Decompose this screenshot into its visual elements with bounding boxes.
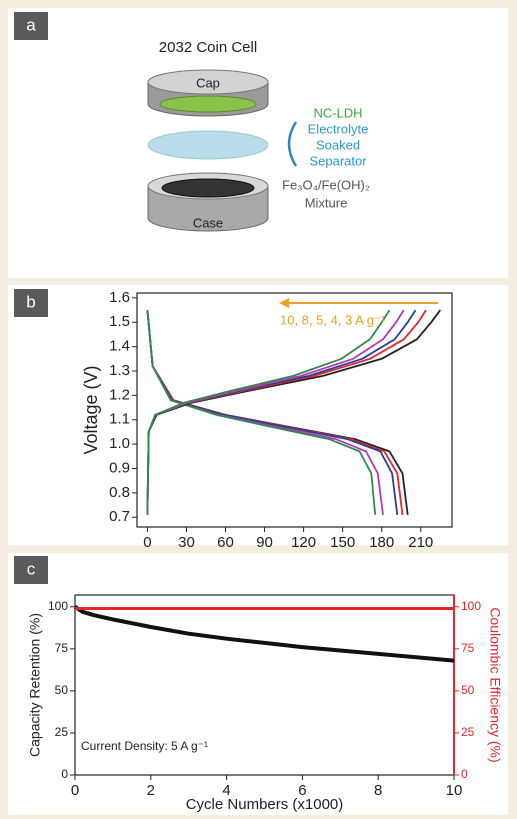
- panel-label: a: [26, 15, 36, 34]
- cap-label: Cap: [196, 75, 220, 90]
- diagram-title: 2032 Coin Cell: [159, 39, 257, 56]
- y2-tick-label: 0: [461, 767, 468, 781]
- diagram-label: NC-LDH: [313, 105, 362, 120]
- y-tick-label: 1.6: [109, 289, 130, 306]
- panel-c: [8, 553, 508, 815]
- diagram-label: Soaked: [316, 137, 360, 152]
- y-tick-label: 0: [61, 767, 68, 781]
- diagram-label: Separator: [309, 153, 367, 168]
- y-tick-label: 1.4: [109, 338, 130, 355]
- y-tick-label: 1.3: [109, 362, 130, 379]
- separator: [148, 131, 268, 159]
- x-tick-label: 30: [178, 534, 195, 551]
- case-label: Case: [193, 215, 223, 230]
- y2-tick-label: 25: [461, 725, 475, 739]
- y-axis-label: Voltage (V): [81, 365, 101, 454]
- y-tick-label: 1.5: [109, 313, 130, 330]
- x-tick-label: 150: [330, 534, 355, 551]
- diagram-label: Fe₃O₄/Fe(OH)₂: [282, 177, 370, 192]
- y-tick-label: 1.1: [109, 411, 130, 428]
- y-tick-label: 100: [48, 599, 68, 613]
- x-axis-label: Cycle Numbers (x1000): [186, 796, 344, 813]
- x-tick-label: 60: [217, 534, 234, 551]
- y-tick-label: 1.2: [109, 386, 130, 403]
- x-tick-label: 0: [71, 782, 79, 799]
- x-tick-label: 210: [408, 534, 433, 551]
- diagram-label: Mixture: [305, 195, 348, 210]
- y-tick-label: 0.9: [109, 459, 130, 476]
- y-tick-label: 0.7: [109, 508, 130, 525]
- x-tick-label: 8: [374, 782, 382, 799]
- x-tick-label: 180: [369, 534, 394, 551]
- y-tick-label: 0.8: [109, 484, 130, 501]
- y-tick-label: 75: [55, 641, 69, 655]
- y2-tick-label: 100: [461, 599, 481, 613]
- y2-tick-label: 75: [461, 641, 475, 655]
- x-tick-label: 10: [446, 782, 463, 799]
- x-tick-label: 120: [291, 534, 316, 551]
- diagram-label: Electrolyte: [308, 121, 369, 136]
- panel-label: b: [26, 292, 35, 311]
- y-tick-label: 25: [55, 725, 69, 739]
- y-tick-label: 50: [55, 683, 69, 697]
- annotation: 10, 8, 5, 4, 3 A g⁻¹: [280, 312, 386, 327]
- annotation: Current Density: 5 A g⁻¹: [81, 739, 208, 753]
- y2-tick-label: 50: [461, 683, 475, 697]
- y-axis-label: Capacity Retention (%): [27, 613, 43, 757]
- y-tick-label: 1.0: [109, 435, 130, 452]
- x-tick-label: 90: [256, 534, 273, 551]
- x-tick-label: 2: [147, 782, 155, 799]
- y2-axis-label: Coulombic Efficiency (%): [487, 607, 503, 762]
- panel-label: c: [27, 559, 36, 578]
- figure: a b c 2032 Coin Cell Cap Case NC-LDH Ele…: [0, 0, 517, 819]
- x-tick-label: 0: [143, 534, 151, 551]
